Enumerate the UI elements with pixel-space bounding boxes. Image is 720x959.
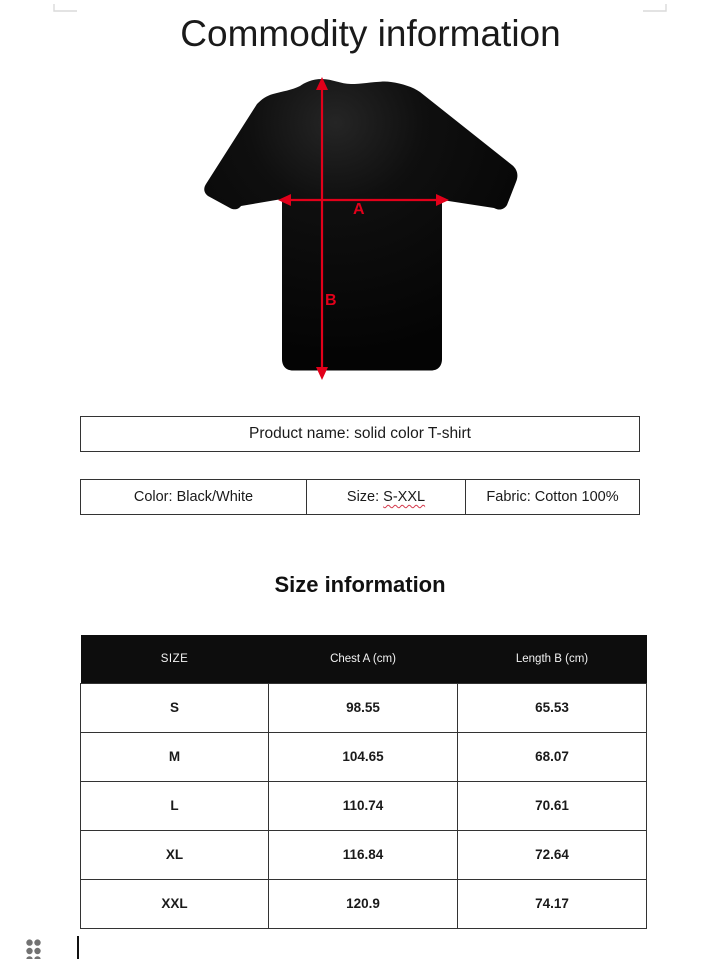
- svg-text:B: B: [325, 292, 337, 309]
- svg-text:A: A: [353, 201, 365, 218]
